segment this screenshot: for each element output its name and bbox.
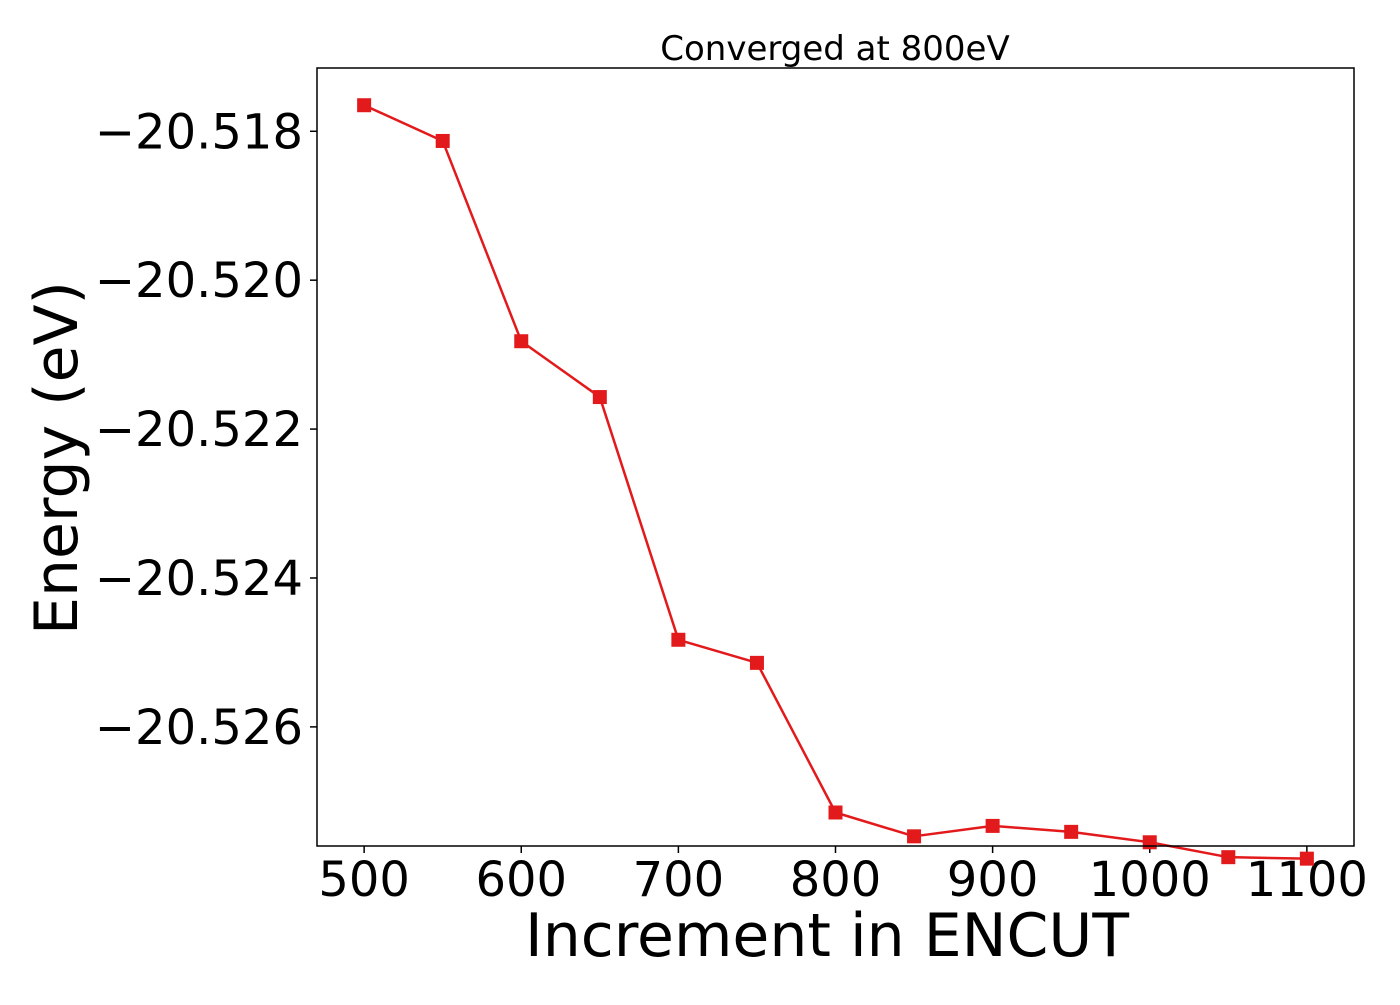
- data-point: [1064, 824, 1079, 839]
- y-tick-label: −20.520: [95, 253, 303, 309]
- data-point: [828, 805, 843, 820]
- x-tick-label: 900: [947, 852, 1039, 908]
- data-point: [357, 98, 372, 113]
- y-tick-label: −20.526: [95, 700, 303, 756]
- data-point: [671, 632, 686, 647]
- data-point: [514, 334, 529, 349]
- x-tick-label: 600: [475, 852, 567, 908]
- y-tick-label: −20.522: [95, 402, 303, 458]
- y-tick-label: −20.518: [95, 104, 303, 160]
- y-axis-label: Energy (eV): [22, 281, 92, 635]
- data-point: [907, 829, 922, 844]
- data-point: [435, 133, 450, 148]
- x-tick-label: 1000: [1089, 852, 1211, 908]
- chart-title: Converged at 800eV: [660, 29, 1009, 69]
- plot-area-frame: [316, 67, 1355, 847]
- data-point: [1142, 835, 1157, 850]
- data-point: [749, 655, 764, 670]
- x-axis-label: Increment in ENCUT: [525, 901, 1129, 971]
- data-point: [592, 390, 607, 405]
- data-point: [985, 818, 1000, 833]
- x-tick-label: 500: [318, 852, 410, 908]
- data-point: [1299, 851, 1314, 866]
- x-axis-ticks: 500 600 700 800 900 1000 1100: [318, 846, 1368, 908]
- y-axis-ticks: −20.518 −20.520 −20.522 −20.524 −20.526: [95, 104, 317, 756]
- series-layer: [357, 98, 1314, 866]
- y-tick-label: −20.524: [95, 551, 303, 607]
- series-line: [363, 104, 1307, 860]
- x-tick-label: 700: [633, 852, 725, 908]
- data-point: [1221, 850, 1236, 865]
- x-tick-label: 800: [790, 852, 882, 908]
